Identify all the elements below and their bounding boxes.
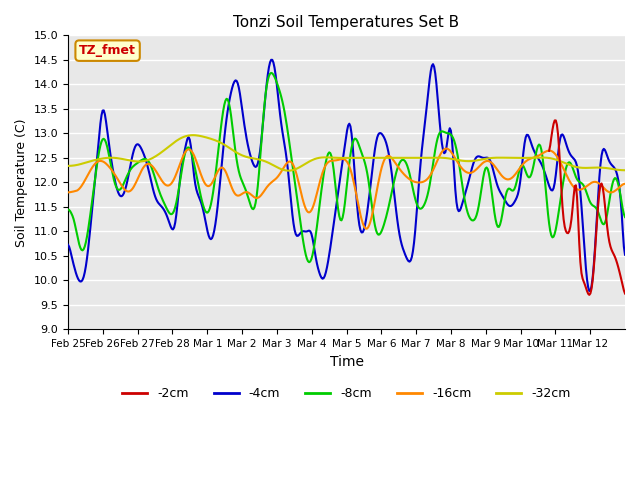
Y-axis label: Soil Temperature (C): Soil Temperature (C) — [15, 118, 28, 247]
Title: Tonzi Soil Temperatures Set B: Tonzi Soil Temperatures Set B — [234, 15, 460, 30]
Legend: -2cm, -4cm, -8cm, -16cm, -32cm: -2cm, -4cm, -8cm, -16cm, -32cm — [117, 383, 576, 406]
X-axis label: Time: Time — [330, 355, 364, 369]
Text: TZ_fmet: TZ_fmet — [79, 44, 136, 57]
